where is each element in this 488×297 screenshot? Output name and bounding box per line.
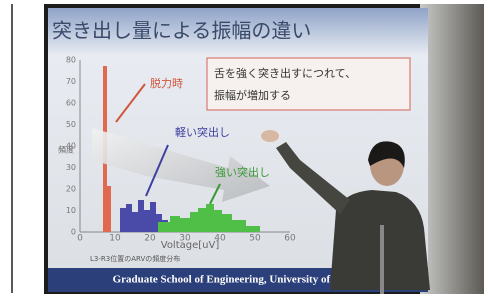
callout-box	[207, 58, 410, 110]
x-tick-label: 10	[109, 234, 121, 244]
callout-text: 振幅が増加する	[214, 88, 291, 102]
y-tick-label: 70	[66, 77, 76, 86]
bar-relaxed	[107, 186, 111, 232]
y-tick-label: 80	[66, 56, 76, 65]
slide-title: 突き出し量による振幅の違い	[52, 19, 311, 43]
y-tick-label: 30	[66, 163, 76, 172]
y-tick-label: 50	[66, 120, 76, 129]
presenter-hand	[261, 130, 279, 142]
y-tick-label: 60	[66, 99, 76, 108]
photo: 突き出し量による振幅の違い 01020304050607080 01020304…	[0, 0, 488, 297]
wall	[420, 4, 484, 294]
callout-text: 舌を強く突き出すにつれて、	[214, 66, 356, 80]
y-axis-label: 頻度	[58, 145, 74, 155]
x-axis-label: Voltage[uV]	[161, 240, 220, 251]
footer-text: Graduate School of Engineering, Universi…	[113, 274, 364, 286]
label-strong: 強い突出し	[215, 165, 270, 179]
mic-stand	[380, 225, 384, 294]
y-tick-label: 20	[66, 185, 76, 194]
label-relaxed: 脱力時	[150, 76, 183, 90]
chart-caption: L3-R3位置のARVの頻度分布	[90, 254, 180, 263]
y-tick-label: 0	[71, 228, 76, 237]
x-tick-label: 50	[249, 234, 261, 244]
label-light: 軽い突出し	[175, 125, 230, 139]
x-tick-label: 0	[77, 234, 83, 244]
x-tick-label: 60	[284, 234, 296, 244]
x-tick-label: 20	[144, 234, 156, 244]
y-tick-label: 10	[66, 206, 76, 215]
